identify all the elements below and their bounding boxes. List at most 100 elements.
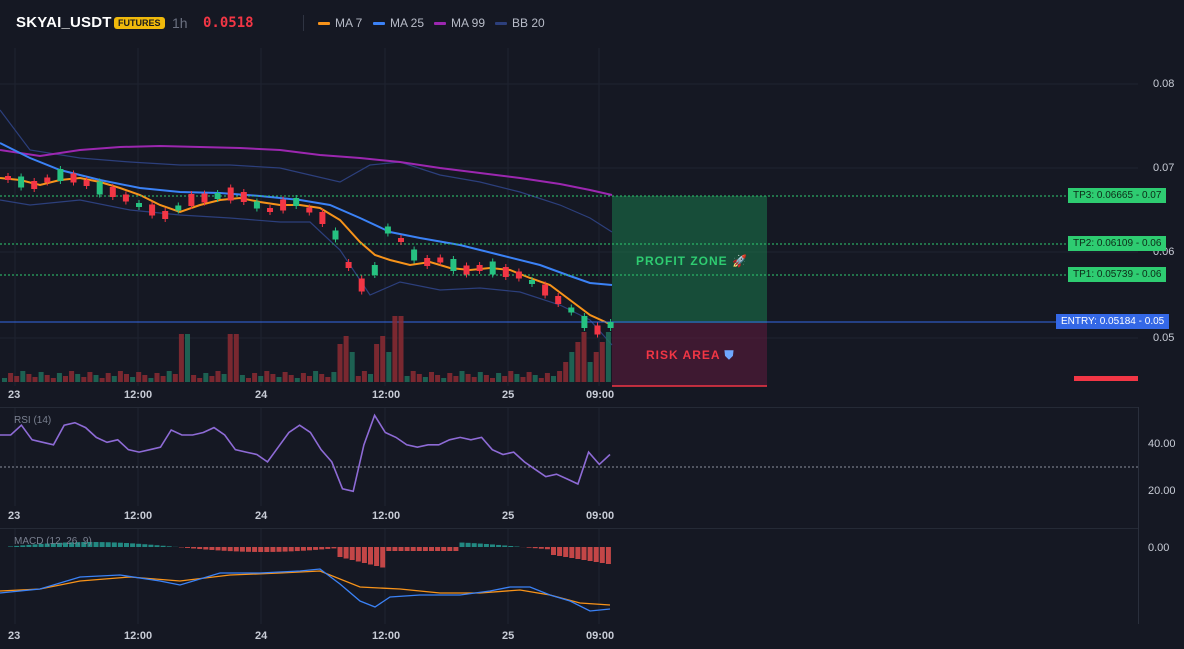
macd-bar	[87, 542, 93, 547]
candle	[529, 280, 535, 284]
macd-bar	[252, 547, 258, 552]
macd-bar	[93, 542, 99, 547]
volume-bar	[8, 373, 14, 382]
candle	[5, 176, 11, 180]
legend-ma99[interactable]: MA 99	[434, 16, 485, 30]
candle	[306, 207, 313, 213]
volume-bar	[599, 342, 605, 382]
timeframe-selector[interactable]: 1h	[172, 15, 188, 31]
candle	[70, 173, 77, 183]
macd-bar	[197, 547, 203, 550]
volume-bar	[105, 373, 111, 382]
candle	[489, 261, 496, 275]
volume-bar	[300, 373, 306, 382]
candle	[437, 257, 444, 263]
volume-bar	[502, 376, 508, 382]
candle	[358, 278, 365, 292]
volume-bar	[197, 378, 203, 382]
volume-bar	[514, 374, 520, 382]
tp2-tag[interactable]: TP2: 0.06109 - 0.06	[1068, 236, 1167, 251]
macd-label: MACD (12, 26, 9)	[14, 536, 92, 547]
tp1-tag[interactable]: TP1: 0.05739 - 0.06	[1068, 267, 1167, 282]
candle	[149, 204, 156, 216]
volume-bar	[209, 376, 215, 382]
candle	[136, 203, 142, 207]
volume-bar	[459, 371, 465, 382]
legend-bb20[interactable]: BB 20	[495, 16, 545, 30]
candle	[607, 322, 614, 328]
macd-bar	[404, 547, 410, 551]
rsi-chart	[0, 408, 1138, 506]
macd-bar	[313, 547, 319, 550]
volume-bar	[136, 372, 142, 382]
volume-bar	[490, 378, 495, 382]
macd-bar	[307, 547, 312, 551]
price-tick: 0.08	[1153, 78, 1175, 90]
macd-bar	[343, 547, 349, 559]
volume-bars	[2, 316, 611, 382]
chart-header: SKYAI_USDT FUTURES 1h 0.0518 MA 7 MA 25 …	[0, 0, 1184, 48]
volume-bar	[111, 376, 117, 382]
volume-bar	[410, 371, 416, 382]
macd-histogram	[8, 542, 611, 568]
candle	[345, 262, 352, 268]
symbol-title[interactable]: SKYAI_USDT	[16, 14, 112, 31]
volume-bar	[532, 375, 538, 382]
last-price-marker	[1074, 376, 1138, 381]
volume-bar	[465, 374, 471, 382]
volume-bar	[148, 378, 154, 382]
candle	[83, 180, 90, 186]
volume-bar	[313, 371, 319, 382]
volume-bar	[32, 377, 38, 382]
volume-bar	[160, 376, 166, 382]
profit-zone-text: PROFIT ZONE	[636, 254, 728, 268]
macd-bar	[166, 546, 172, 547]
macd-bar	[105, 542, 111, 547]
candle	[424, 258, 431, 266]
volume-bar	[233, 334, 239, 382]
volume-bar	[154, 373, 160, 382]
macd-bar	[368, 547, 373, 565]
price-chart[interactable]	[0, 48, 1138, 406]
volume-bar	[374, 344, 380, 382]
legend-ma7[interactable]: MA 7	[318, 16, 362, 30]
macd-bar	[325, 547, 331, 549]
volume-bar	[227, 334, 233, 382]
macd-bar	[483, 543, 489, 547]
volume-bar	[239, 375, 245, 382]
volume-bar	[264, 371, 270, 382]
entry-tag[interactable]: ENTRY: 0.05184 - 0.05	[1056, 314, 1170, 329]
volume-bar	[563, 362, 569, 382]
bb20-swatch	[495, 21, 507, 25]
candle	[201, 193, 208, 203]
candle	[502, 267, 509, 277]
ma25-swatch	[373, 21, 385, 25]
macd-pane[interactable]	[0, 528, 1138, 625]
volume-bar	[416, 374, 422, 382]
macd-bar	[227, 547, 233, 552]
macd-bar	[142, 544, 148, 547]
tp3-tag[interactable]: TP3: 0.06665 - 0.07	[1068, 188, 1167, 203]
macd-bar	[136, 543, 142, 547]
macd-bar	[215, 547, 221, 551]
macd-bar	[38, 543, 44, 547]
time-label: 25	[502, 630, 515, 642]
candle	[44, 177, 51, 183]
candle	[542, 284, 549, 296]
macd-bar	[557, 547, 563, 556]
ma25-line	[0, 142, 613, 286]
volume-bar	[337, 344, 343, 382]
volume-bar	[496, 373, 502, 382]
macd-bar	[349, 547, 355, 560]
rsi-pane[interactable]	[0, 407, 1138, 507]
macd-signal-line	[0, 570, 611, 606]
macd-bar	[575, 547, 581, 559]
macd-bar	[599, 547, 605, 563]
macd-bar	[544, 547, 550, 550]
macd-bar	[429, 547, 434, 551]
macd-bar	[50, 543, 56, 547]
volume-bar	[331, 372, 337, 382]
legend-ma25[interactable]: MA 25	[373, 16, 424, 30]
macd-bar	[605, 547, 611, 564]
last-price: 0.0518	[203, 15, 254, 31]
